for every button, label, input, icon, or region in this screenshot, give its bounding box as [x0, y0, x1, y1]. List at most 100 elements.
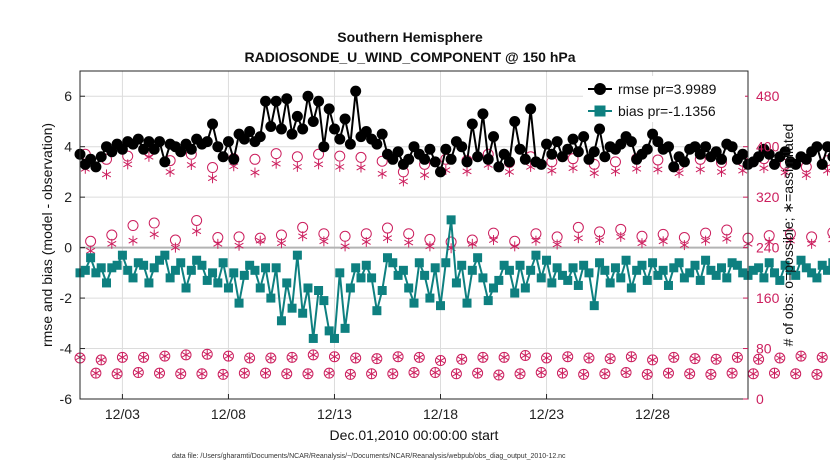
bias-point: [287, 303, 297, 313]
bias-point: [520, 283, 530, 293]
rmse-point: [625, 136, 637, 148]
bias-point: [674, 258, 684, 268]
rmse-point: [254, 131, 266, 143]
bias-point: [414, 258, 424, 268]
asterisk-stroke: [785, 237, 795, 244]
bias-point: [785, 265, 795, 275]
obs-assimilated-point: [382, 233, 393, 244]
bias-point: [589, 301, 599, 311]
obs-assimilated-point: [282, 368, 292, 379]
bias-point: [510, 288, 520, 298]
bias-point: [149, 263, 159, 273]
legend-bias-label: bias pr=-1.1356: [618, 103, 716, 119]
bias-point: [828, 258, 830, 268]
asterisk-stroke: [807, 240, 817, 247]
y2-tick-label: 240: [756, 240, 780, 256]
bias-point: [685, 268, 695, 278]
obs-assimilated-point: [329, 351, 340, 362]
bias-point: [626, 283, 636, 293]
obs-possible-point: [313, 148, 325, 160]
asterisk-stroke: [669, 354, 679, 361]
asterisk-stroke: [229, 163, 239, 170]
asterisk-stroke: [573, 235, 583, 242]
rmse-point: [541, 138, 553, 150]
rmse-point: [95, 151, 107, 163]
asterisk-stroke: [154, 370, 165, 377]
rmse-point: [344, 138, 356, 150]
rmse-point: [313, 95, 325, 107]
asterisk-stroke: [616, 233, 626, 240]
x-tick-label: 12/08: [211, 406, 246, 422]
bias-point: [245, 260, 255, 270]
rmse-point: [551, 136, 563, 148]
obs-assimilated-point: [685, 368, 695, 379]
asterisk-stroke: [541, 355, 552, 361]
obs-possible-point: [106, 229, 118, 241]
bias-point: [722, 273, 732, 283]
bias-point: [600, 265, 610, 275]
obs-assimilated-point: [133, 367, 143, 378]
asterisk-stroke: [658, 238, 668, 245]
obs-assimilated-point: [271, 158, 281, 169]
legend: rmse pr=3.9989 bias pr=-1.1356: [583, 76, 745, 122]
asterisk-stroke: [701, 237, 711, 244]
obs-assimilated-point: [176, 368, 186, 379]
y2-axis-label: # of obs: o=possible; ∗=assimilated: [780, 124, 796, 347]
asterisk-stroke: [462, 168, 472, 175]
bias-point: [621, 255, 631, 265]
rmse-point: [334, 133, 346, 145]
rmse-point: [265, 121, 277, 133]
asterisk-stroke: [584, 355, 594, 361]
obs-assimilated-point: [457, 354, 467, 365]
asterisk-stroke: [117, 354, 127, 361]
asterisk-stroke: [160, 353, 170, 360]
rmse-point: [811, 141, 823, 153]
rmse-point: [594, 123, 606, 135]
asterisk-stroke: [706, 371, 716, 378]
rmse-point: [641, 143, 653, 155]
asterisk-stroke: [282, 370, 292, 377]
obs-assimilated-point: [197, 368, 207, 379]
bias-point: [165, 273, 175, 283]
asterisk-stroke: [133, 369, 143, 376]
rmse-point: [424, 143, 436, 155]
bias-point: [642, 275, 652, 285]
obs-assimilated-point: [695, 164, 705, 175]
obs-possible-point: [381, 222, 393, 234]
asterisk-stroke: [165, 168, 175, 175]
rmse-point: [493, 161, 505, 173]
asterisk-stroke: [716, 168, 727, 175]
rmse-point: [472, 151, 484, 163]
asterisk-stroke: [139, 354, 149, 361]
y2-tick-label: 320: [756, 189, 780, 205]
asterisk-stroke: [801, 172, 811, 179]
data-file-footnote: data file: /Users/gharamti/Documents/NCA…: [172, 453, 566, 460]
asterisk-stroke: [388, 370, 398, 377]
x-tick-label: 12/13: [317, 406, 352, 422]
obs-assimilated-point: [711, 354, 721, 365]
obs-assimilated-point: [128, 235, 138, 246]
obs-assimilated-point: [579, 369, 589, 380]
bias-point: [451, 278, 461, 288]
rmse-point: [275, 123, 287, 135]
obs-assimilated-point: [706, 369, 716, 380]
asterisk-stroke: [245, 355, 255, 361]
asterisk-stroke: [467, 240, 477, 247]
obs-assimilated-point: [213, 238, 223, 249]
legend-rmse-marker: [594, 83, 606, 95]
rmse-point: [90, 161, 102, 173]
obs-assimilated-point: [425, 241, 435, 252]
asterisk-stroke: [101, 171, 112, 178]
asterisk-stroke: [393, 353, 403, 360]
obs-assimilated-point: [435, 355, 446, 366]
asterisk-stroke: [796, 353, 806, 360]
asterisk-stroke: [632, 165, 642, 172]
bias-point: [261, 263, 271, 273]
obs-possible-point: [721, 224, 733, 236]
obs-assimilated-point: [701, 235, 711, 246]
asterisk-stroke: [223, 353, 234, 360]
bias-point: [770, 268, 780, 278]
obs-assimilated-point: [807, 238, 817, 249]
asterisk-stroke: [345, 371, 355, 378]
asterisk-stroke: [340, 243, 350, 250]
